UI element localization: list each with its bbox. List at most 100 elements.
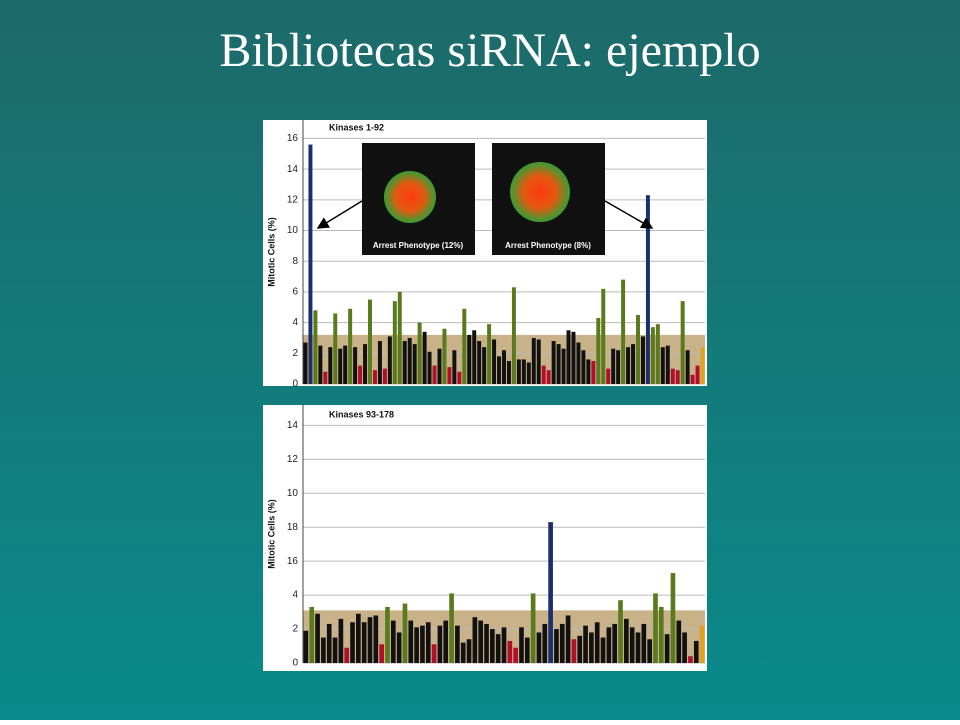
- bar: [600, 637, 606, 663]
- bar: [546, 370, 551, 384]
- y-tick-label: 8: [292, 256, 298, 267]
- bar: [589, 632, 594, 663]
- bar: [356, 613, 361, 663]
- bar: [519, 627, 524, 663]
- bar: [482, 347, 487, 384]
- bar: [332, 637, 338, 663]
- bar: [412, 344, 417, 384]
- bar: [501, 627, 507, 663]
- bar: [606, 627, 612, 663]
- bar: [629, 627, 635, 663]
- bar: [467, 334, 472, 384]
- bar: [524, 637, 530, 663]
- chart-title: Kinases 93-178: [329, 409, 394, 419]
- bar: [495, 634, 501, 663]
- bar: [655, 324, 660, 384]
- bar: [635, 632, 641, 663]
- bar: [548, 522, 553, 663]
- bar: [521, 359, 526, 384]
- bar: [497, 356, 502, 384]
- bar: [361, 622, 367, 663]
- bar: [685, 350, 690, 384]
- bar: [676, 620, 682, 663]
- bar: [328, 347, 333, 384]
- bar: [348, 308, 353, 384]
- bar: [596, 318, 601, 384]
- y-tick-label: 2: [292, 624, 298, 635]
- bar: [472, 330, 477, 384]
- bar: [427, 351, 432, 384]
- bar: [530, 593, 536, 663]
- bar: [640, 336, 645, 384]
- bar: [695, 365, 700, 384]
- bar: [373, 615, 379, 663]
- bar: [670, 368, 675, 384]
- y-tick-label: 6: [292, 287, 298, 298]
- bar: [571, 331, 576, 384]
- bar: [583, 625, 588, 663]
- bar: [536, 632, 542, 663]
- bar: [618, 600, 623, 663]
- bar: [658, 606, 664, 663]
- bar: [323, 371, 328, 384]
- bar: [612, 623, 618, 663]
- inset-caption: Arrest Phenotype (8%): [505, 241, 591, 250]
- bar: [526, 362, 531, 384]
- bar: [387, 336, 392, 384]
- y-tick-label: 14: [287, 164, 299, 175]
- y-tick-label: 14: [287, 420, 299, 431]
- y-tick-label: 10: [287, 488, 299, 499]
- bar: [420, 625, 425, 663]
- bar: [396, 632, 402, 663]
- arrow: [316, 200, 363, 229]
- bar: [338, 348, 343, 384]
- bar: [343, 345, 348, 384]
- y-tick-label: 4: [292, 590, 298, 601]
- bar: [321, 637, 326, 663]
- bar: [484, 623, 489, 663]
- bar: [326, 623, 332, 663]
- bar: [315, 613, 320, 663]
- bar: [601, 288, 606, 384]
- bar: [536, 339, 541, 384]
- bar: [466, 639, 472, 663]
- bar: [372, 370, 377, 384]
- arrow: [604, 200, 654, 229]
- bar: [688, 656, 693, 663]
- bar: [460, 642, 466, 663]
- bar: [699, 625, 705, 663]
- bar: [566, 330, 571, 384]
- bar: [516, 359, 521, 384]
- y-tick-label: 16: [287, 133, 299, 144]
- inset-caption: Arrest Phenotype (12%): [373, 241, 464, 250]
- bar: [385, 606, 390, 663]
- bar: [462, 308, 467, 384]
- bar: [693, 640, 699, 663]
- bar: [621, 279, 626, 384]
- bar: [457, 371, 462, 384]
- bar: [624, 618, 629, 663]
- bar: [333, 313, 338, 384]
- y-tick-label: 0: [292, 379, 298, 390]
- bar: [353, 347, 358, 384]
- bar: [531, 337, 536, 384]
- bar: [367, 617, 373, 663]
- bar: [561, 348, 566, 384]
- bar: [408, 620, 414, 663]
- bar: [653, 593, 658, 663]
- bar: [690, 374, 695, 384]
- bar: [477, 341, 482, 384]
- bar: [645, 195, 650, 384]
- bar: [551, 341, 556, 384]
- bar: [680, 301, 685, 384]
- y-tick-label: 10: [287, 225, 299, 236]
- bar: [577, 635, 583, 663]
- bar: [397, 291, 402, 384]
- y-tick-label: 12: [287, 194, 299, 205]
- bar: [402, 603, 408, 663]
- bar: [358, 365, 363, 384]
- bar: [455, 625, 460, 663]
- bar: [437, 348, 442, 384]
- bar: [431, 644, 437, 663]
